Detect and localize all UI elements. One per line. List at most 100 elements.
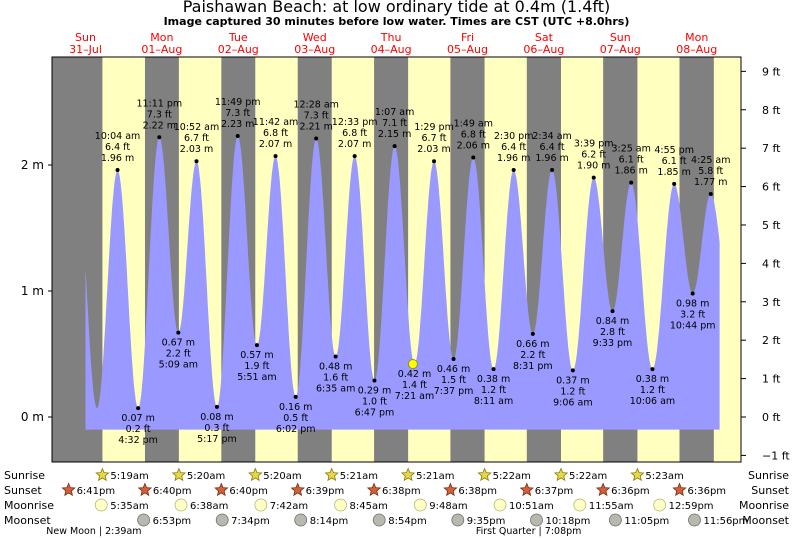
tide-extreme-label: 0.48 m1.6 ft6:35 am xyxy=(316,362,355,395)
tide-label-line: 2.22 m xyxy=(143,120,176,131)
tide-extreme-point xyxy=(511,168,516,173)
moonset-time: 11:05pm xyxy=(624,516,669,527)
tide-label-line: 10:04 am xyxy=(95,131,140,142)
sunrise-time: 5:22am xyxy=(569,471,607,482)
day-name-label: Sun xyxy=(75,31,96,44)
moonrise-row-label-left: Moonrise xyxy=(4,499,54,512)
tide-label-line: 4:32 pm xyxy=(118,435,158,446)
tide-extreme-label: 0.08 m0.3 ft5:17 pm xyxy=(197,412,237,445)
tide-label-line: 1.96 m xyxy=(101,153,134,164)
tide-label-line: 0.2 ft xyxy=(126,424,151,435)
moonset-icon xyxy=(137,513,151,527)
right-axis-label: 4 ft xyxy=(762,257,781,270)
right-axis-label: 0 ft xyxy=(762,411,781,424)
date-label: 05–Aug xyxy=(447,43,488,56)
sunrise-time: 5:20am xyxy=(263,471,301,482)
tide-label-line: 0.3 ft xyxy=(204,423,229,434)
tide-area xyxy=(85,136,720,430)
tide-label-line: 1:29 pm xyxy=(414,122,454,133)
tide-label-line: 1.9 ft xyxy=(244,361,269,372)
tide-label-line: 7.3 ft xyxy=(147,109,172,120)
tide-label-line: 6.1 ft xyxy=(619,155,644,166)
sunset-time: 6:39pm xyxy=(306,486,345,497)
tide-label-line: 11:11 pm xyxy=(136,98,182,109)
right-axis-label: 7 ft xyxy=(762,142,781,155)
tide-label-line: 2.03 m xyxy=(417,144,450,155)
sunset-time: 6:41pm xyxy=(77,486,116,497)
moonrise-icon xyxy=(254,498,268,512)
date-label: 06–Aug xyxy=(523,43,564,56)
tide-label-line: 1:07 am xyxy=(375,107,414,118)
tide-label-line: 2:34 am xyxy=(532,131,571,142)
sunrise-icon xyxy=(171,467,187,482)
tide-extreme-point xyxy=(451,357,456,362)
current-time-marker xyxy=(408,359,418,369)
tide-label-line: 6.2 ft xyxy=(581,150,606,161)
tide-extreme-point xyxy=(392,144,397,149)
tide-label-line: 1.0 ft xyxy=(362,396,387,407)
date-label: 03–Aug xyxy=(294,43,335,56)
tide-extreme-point xyxy=(432,159,437,164)
tide-extreme-label: 2:30 pm6.4 ft1.96 m xyxy=(494,131,534,164)
sunset-time: 6:40pm xyxy=(229,486,268,497)
tide-extreme-label: 0.46 m1.5 ft7:37 pm xyxy=(434,364,474,397)
sunset-time: 6:36pm xyxy=(688,486,727,497)
moonset-time: 11:56pm xyxy=(703,516,748,527)
moonset-time: 9:35pm xyxy=(467,516,506,527)
date-label: 01–Aug xyxy=(141,43,182,56)
tide-label-line: 0.66 m xyxy=(516,339,549,350)
right-axis-label: 5 ft xyxy=(762,219,781,232)
tide-extreme-point xyxy=(254,343,259,348)
sunrise-icon xyxy=(95,467,110,482)
tide-label-line: 0.29 m xyxy=(358,385,391,396)
moonrise-time: 9:48am xyxy=(429,501,467,512)
moonrise-icon xyxy=(653,498,667,512)
tide-extreme-point xyxy=(157,135,162,140)
tide-label-line: 10:52 am xyxy=(174,122,219,133)
day-name-label: Mon xyxy=(685,31,708,44)
sunset-icon xyxy=(290,482,305,497)
tide-label-line: 6.7 ft xyxy=(184,133,209,144)
tide-label-line: 1.85 m xyxy=(657,167,690,178)
sunset-icon xyxy=(137,482,153,497)
tide-extreme-label: 11:49 pm7.3 ft2.23 m xyxy=(215,97,261,130)
tide-extreme-label: 0.57 m1.9 ft5:51 am xyxy=(237,350,276,383)
tide-label-line: 0.37 m xyxy=(556,375,589,386)
tide-label-line: 1.90 m xyxy=(577,161,610,172)
moonset-time: 10:18pm xyxy=(545,516,590,527)
sunset-icon xyxy=(672,482,687,497)
sunrise-icon xyxy=(477,467,492,482)
date-label: 02–Aug xyxy=(218,43,259,56)
tide-label-line: 0.16 m xyxy=(279,402,312,413)
tide-label-line: 4:55 pm xyxy=(654,145,694,156)
right-axis-label: 9 ft xyxy=(762,65,781,78)
tide-label-line: 1.96 m xyxy=(497,153,530,164)
date-label: 08–Aug xyxy=(676,43,717,56)
tide-label-line: 0.38 m xyxy=(477,374,510,385)
tide-extreme-point xyxy=(591,175,596,180)
tide-extreme-point xyxy=(176,330,181,335)
tide-extreme-point xyxy=(650,367,655,372)
tide-label-line: 0.46 m xyxy=(437,364,470,375)
tide-extreme-label: 0.16 m0.5 ft6:02 pm xyxy=(276,402,316,435)
tide-label-line: 6.8 ft xyxy=(263,128,288,139)
tide-extreme-point xyxy=(194,159,199,164)
tide-label-line: 6.4 ft xyxy=(105,142,130,153)
tide-label-line: 1.2 ft xyxy=(640,385,665,396)
tide-label-line: 8:11 am xyxy=(474,396,513,407)
tide-extreme-label: 1:49 am6.8 ft2.06 m xyxy=(454,118,493,151)
tide-extreme-label: 3:25 am6.1 ft1.86 m xyxy=(611,144,650,177)
tide-extreme-label: 11:11 pm7.3 ft2.22 m xyxy=(136,98,182,131)
moonset-icon xyxy=(215,513,229,527)
tide-label-line: 1.77 m xyxy=(694,177,727,188)
right-axis-label: 2 ft xyxy=(762,334,781,347)
day-name-label: Sat xyxy=(535,31,554,44)
sunrise-time: 5:23am xyxy=(645,471,683,482)
day-name-label: Fri xyxy=(461,31,474,44)
tide-extreme-label: 0.66 m2.2 ft8:31 pm xyxy=(513,339,553,372)
moonset-time: 7:34pm xyxy=(231,516,270,527)
moonrise-time: 8:45am xyxy=(350,501,388,512)
